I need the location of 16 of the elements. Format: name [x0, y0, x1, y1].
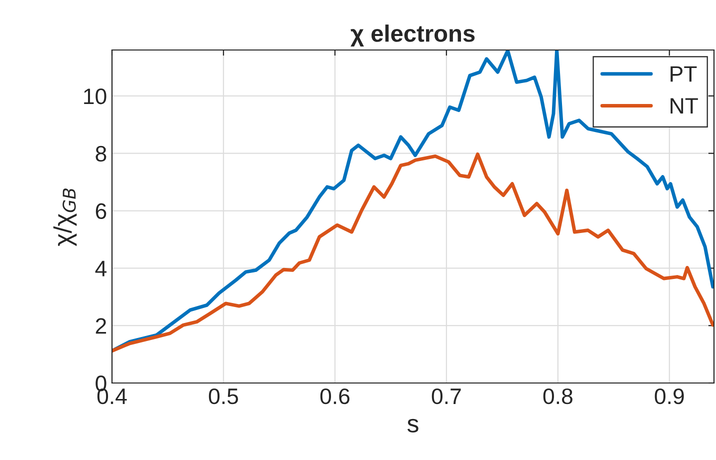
- line-series: [112, 152, 714, 353]
- x-tick-label: 0.9: [654, 388, 684, 404]
- x-tick-label: 0.7: [432, 388, 461, 404]
- chart-title: χ electrons: [350, 24, 475, 47]
- legend-label: NT: [670, 98, 698, 114]
- legend-label: PT: [670, 66, 697, 82]
- x-tick-label: 0.5: [208, 388, 238, 404]
- y-tick-label: 6: [96, 203, 106, 220]
- y-axis-title: χ/χ$_{GB}$: [53, 188, 77, 246]
- x-tick-label: 0.8: [543, 388, 572, 404]
- y-tick-label: 10: [84, 88, 106, 104]
- x-tick-label: 0.6: [320, 388, 350, 404]
- y-tick-label: 4: [95, 260, 106, 276]
- y-tick-label: 8: [96, 146, 106, 162]
- y-tick-label: 2: [96, 318, 106, 334]
- x-axis-title: s: [407, 418, 418, 432]
